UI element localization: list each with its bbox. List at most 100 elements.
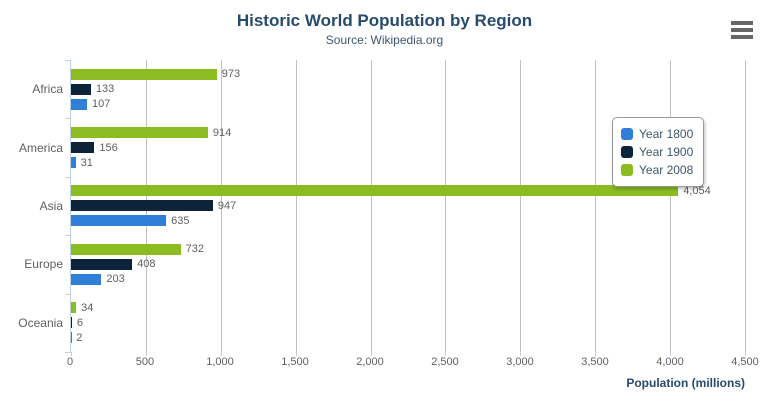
bar-line: 4,054 — [71, 184, 745, 197]
bar-america-year-1900[interactable] — [71, 142, 95, 154]
legend-swatch-year-2008 — [621, 164, 633, 176]
bar-value-label: 973 — [221, 68, 241, 81]
gridline — [445, 60, 447, 352]
bar-value-label: 203 — [106, 273, 125, 286]
category-label: Africa — [32, 82, 63, 97]
category-row-oceania: Oceania 34 6 2 — [18, 294, 745, 352]
bar-america-year-1800[interactable] — [71, 157, 76, 169]
x-tick-label: 500 — [135, 356, 155, 368]
bar-value-label: 133 — [95, 83, 115, 96]
legend-item-year-1900[interactable]: Year 1900 — [621, 143, 693, 161]
bar-line: 156 — [71, 141, 745, 154]
x-axis-tick-labels: 0 500 1,000 1,500 2,000 2,500 3,000 3,500 4,000 4… — [67, 356, 759, 370]
gridline — [745, 60, 746, 352]
bar-value-label: 6 — [76, 316, 84, 329]
bar-value-label: 4,054 — [683, 184, 711, 197]
bar-line: 107 — [71, 98, 745, 111]
bar-oceania-year-2008[interactable] — [71, 302, 77, 314]
x-axis-tick — [71, 352, 72, 356]
legend: Year 1800 Year 1900 Year 2008 — [612, 117, 705, 187]
bar-value-label: 31 — [80, 156, 93, 169]
bar-value-label: 732 — [185, 243, 204, 256]
legend-item-label: Year 2008 — [639, 163, 694, 177]
x-tick-label: 3,500 — [581, 356, 609, 368]
bar-line: 203 — [71, 273, 745, 286]
y-axis-tick — [65, 176, 71, 178]
bar-line: 34 — [71, 302, 745, 314]
bar-europe-year-1800[interactable] — [71, 273, 102, 285]
x-tick-label: 1,500 — [281, 356, 309, 368]
bar-value-label: 156 — [99, 141, 118, 154]
bar-value-label: 107 — [92, 98, 111, 111]
legend-item-label: Year 1900 — [639, 145, 694, 159]
gridline — [595, 60, 597, 352]
bar-line: 732 — [71, 243, 745, 256]
hamburger-menu-icon — [731, 21, 753, 39]
bar-oceania-year-1900[interactable] — [71, 317, 72, 329]
bar-africa-year-2008[interactable] — [71, 68, 217, 80]
bar-value-label: 947 — [217, 199, 237, 212]
y-axis-tick — [65, 235, 71, 237]
x-axis-tick — [295, 352, 297, 356]
export-menu-button[interactable] — [730, 20, 754, 40]
x-axis-tick — [220, 352, 222, 356]
y-axis-tick — [65, 293, 71, 295]
bar-asia-year-1900[interactable] — [71, 200, 213, 212]
bar-line: 31 — [71, 156, 745, 169]
x-axis-tick — [595, 352, 597, 356]
category-label: Oceania — [18, 315, 63, 330]
x-tick-label: 4,000 — [656, 356, 684, 368]
category-label: Europe — [24, 257, 63, 272]
legend-swatch-year-1900 — [621, 146, 633, 158]
bar-value-label: 635 — [171, 214, 190, 227]
x-axis-tick — [445, 352, 447, 356]
category-row-europe: Europe 732 408 203 — [24, 235, 745, 293]
gridline — [520, 60, 522, 352]
chart-title: Historic World Population by Region — [236, 11, 533, 30]
gridline — [220, 60, 222, 352]
bar-asia-year-1800[interactable] — [71, 215, 167, 227]
bar-line: 973 — [71, 68, 745, 81]
legend-item-year-2008[interactable]: Year 2008 — [621, 161, 693, 179]
bar-europe-year-2008[interactable] — [71, 243, 181, 255]
bar-line: 6 — [71, 316, 745, 329]
category-label: Asia — [39, 198, 63, 213]
legend-swatch-year-1800 — [621, 128, 633, 140]
legend-item-year-1800[interactable]: Year 1800 — [621, 125, 693, 143]
bar-asia-year-2008[interactable] — [71, 185, 679, 197]
bar-africa-year-1900[interactable] — [71, 83, 91, 95]
bar-value-label: 2 — [76, 331, 83, 344]
y-axis-tick — [65, 60, 71, 61]
x-axis-tick — [670, 352, 672, 356]
category-label: America — [18, 140, 63, 155]
bar-america-year-2008[interactable] — [71, 127, 208, 139]
bar-line: 2 — [71, 331, 745, 344]
bar-line: 947 — [71, 199, 745, 212]
bar-europe-year-1900[interactable] — [71, 258, 133, 270]
category-row-africa: Africa 973 133 107 — [32, 60, 745, 118]
bar-line: 635 — [71, 214, 745, 227]
x-tick-label: 0 — [66, 356, 74, 368]
x-tick-label: 4,500 — [731, 356, 759, 368]
gridline — [295, 60, 297, 352]
legend-item-label: Year 1800 — [639, 127, 694, 141]
bar-value-label: 408 — [137, 258, 156, 271]
category-row-asia: Asia 4,054 947 635 — [40, 177, 745, 235]
y-axis-tick — [65, 118, 71, 120]
x-axis-tick — [370, 352, 372, 356]
category-row-america: America 914 156 31 — [19, 118, 745, 176]
x-tick-label: 2,500 — [431, 356, 459, 368]
x-axis-tick — [145, 352, 147, 356]
bar-africa-year-1800[interactable] — [71, 98, 88, 110]
gridline — [370, 60, 372, 352]
x-tick-label: 2,000 — [356, 356, 384, 368]
bar-line: 914 — [71, 127, 745, 139]
bar-line: 408 — [71, 258, 745, 271]
plot-area: Africa 973 133 107 America 914 156 31 Asia 4,054 9… — [18, 60, 746, 356]
bar-line: 133 — [71, 83, 745, 96]
gridline — [670, 60, 672, 352]
x-axis-tick — [745, 352, 746, 356]
x-axis-tick — [520, 352, 522, 356]
x-axis-title: Population (millions) — [626, 376, 745, 390]
